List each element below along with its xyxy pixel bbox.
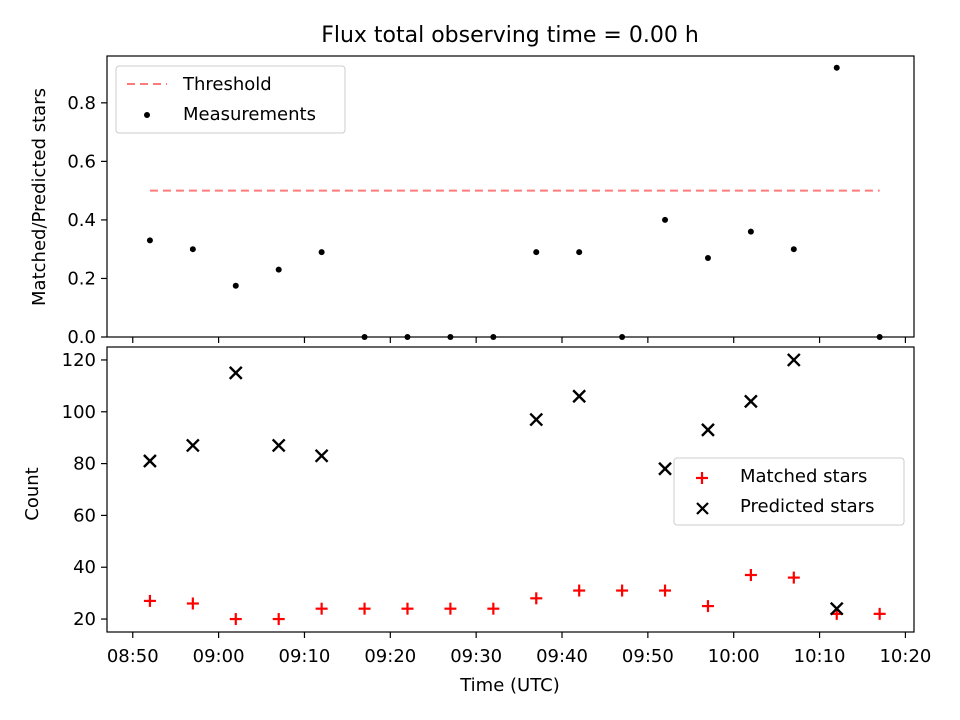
matched-star-point — [787, 571, 800, 584]
legend-measurement-swatch — [144, 112, 150, 118]
matched-star-point — [229, 613, 242, 626]
measurement-series — [146, 64, 883, 340]
figure-title: Flux total observing time = 0.00 h — [321, 23, 699, 48]
bottom-legend: Matched stars Predicted stars — [673, 457, 905, 526]
predicted-star-point — [701, 423, 715, 437]
top-y-tick-label: 0.6 — [67, 151, 96, 172]
predicted-star-point — [314, 448, 329, 463]
matched-star-point — [272, 613, 285, 626]
top-x-axis — [132, 337, 907, 343]
measurement-point — [790, 246, 797, 253]
legend-matched-label: Matched stars — [740, 466, 867, 487]
measurement-point — [189, 246, 196, 253]
predicted-star-point — [271, 438, 286, 453]
bottom-y-tick-label: 40 — [73, 557, 96, 578]
legend-predicted-label: Predicted stars — [740, 496, 874, 517]
predicted-star-point — [186, 438, 200, 453]
bottom-panel: 20 40 60 80 100 120 08:50 09:00 09:10 09:20 09:30… — [22, 346, 931, 696]
predicted-star-point — [228, 366, 243, 380]
matched-star-point — [873, 607, 886, 620]
matched-star-point — [573, 584, 586, 597]
predicted-star-point — [572, 389, 587, 404]
matched-star-point — [616, 584, 629, 597]
top-legend-box — [115, 65, 346, 134]
bottom-y-axis: 20 40 60 80 100 120 — [62, 350, 107, 630]
x-tick-label: 09:40 — [536, 646, 588, 667]
bottom-y-axis-label: Count — [22, 467, 43, 520]
predicted-star-point — [529, 412, 544, 427]
matched-star-point — [530, 592, 543, 605]
top-y-tick-label: 0.0 — [67, 327, 96, 348]
x-axis-label: Time (UTC) — [459, 675, 560, 696]
measurement-point — [490, 334, 497, 340]
measurement-point — [704, 254, 711, 261]
predicted-star-point — [658, 461, 672, 476]
legend-predicted-swatch — [696, 502, 709, 515]
top-y-tick-label: 0.2 — [67, 268, 96, 289]
predicted-star-point — [744, 394, 758, 409]
measurement-point — [232, 282, 239, 289]
x-tick-label: 10:20 — [879, 646, 931, 667]
top-panel-frame — [106, 55, 915, 338]
bottom-legend-box — [673, 457, 905, 526]
measurement-point — [747, 228, 754, 235]
bottom-x-axis: 08:50 09:00 09:10 09:20 09:30 09:40 09:50 10:00… — [107, 632, 931, 667]
x-tick-label: 09:10 — [279, 646, 331, 667]
x-tick-label: 09:00 — [193, 646, 245, 667]
measurement-point — [146, 237, 153, 244]
predicted-star-point — [829, 601, 844, 616]
x-tick-label: 09:30 — [450, 646, 502, 667]
predicted-stars-series — [143, 353, 844, 616]
bottom-y-tick-label: 100 — [62, 402, 96, 423]
x-tick-label: 08:50 — [107, 646, 159, 667]
top-y-axis-label: Matched/Predicted stars — [29, 88, 50, 306]
measurement-point — [404, 334, 411, 340]
bottom-y-tick-label: 80 — [73, 454, 96, 475]
matched-star-point — [701, 600, 714, 613]
measurement-point — [447, 334, 454, 340]
measurement-point — [361, 334, 368, 340]
matched-stars-series — [143, 569, 886, 626]
top-y-tick-label: 0.4 — [67, 210, 96, 231]
measurement-point — [662, 216, 669, 223]
x-tick-label: 10:00 — [708, 646, 760, 667]
top-legend: Threshold Measurements — [115, 65, 346, 134]
legend-matched-swatch — [696, 472, 708, 484]
bottom-panel-frame — [106, 346, 915, 633]
measurement-point — [275, 266, 282, 273]
measurement-point — [576, 249, 583, 256]
measurement-point — [318, 249, 325, 256]
predicted-star-point — [143, 454, 157, 468]
matched-star-point — [186, 597, 199, 610]
x-tick-label: 10:10 — [794, 646, 846, 667]
bottom-y-tick-label: 60 — [73, 505, 96, 526]
measurement-point — [533, 249, 540, 256]
matched-star-point — [358, 602, 371, 615]
matched-star-point — [401, 602, 414, 615]
matched-star-point — [143, 594, 156, 607]
bottom-y-tick-label: 20 — [73, 609, 96, 630]
bottom-y-tick-label: 120 — [62, 350, 96, 371]
matched-star-point — [444, 602, 457, 615]
x-tick-label: 09:20 — [364, 646, 416, 667]
legend-threshold-label: Threshold — [182, 74, 272, 95]
predicted-star-point — [786, 353, 801, 367]
measurement-point — [833, 64, 840, 71]
matched-star-point — [659, 584, 672, 597]
x-tick-label: 09:50 — [622, 646, 674, 667]
top-panel: 0.00.20.40.60.8 Matched/Predicted stars … — [29, 55, 915, 348]
top-y-axis: 0.0 0.2 0.4 0.6 0.8 — [67, 93, 107, 348]
measurement-point — [876, 334, 883, 340]
matched-star-point — [744, 569, 757, 581]
matched-star-point — [487, 602, 500, 615]
matched-star-point — [315, 602, 328, 615]
top-y-tick-label: 0.8 — [67, 93, 96, 114]
legend-measurements-label: Measurements — [183, 104, 316, 125]
measurement-point — [619, 334, 626, 340]
